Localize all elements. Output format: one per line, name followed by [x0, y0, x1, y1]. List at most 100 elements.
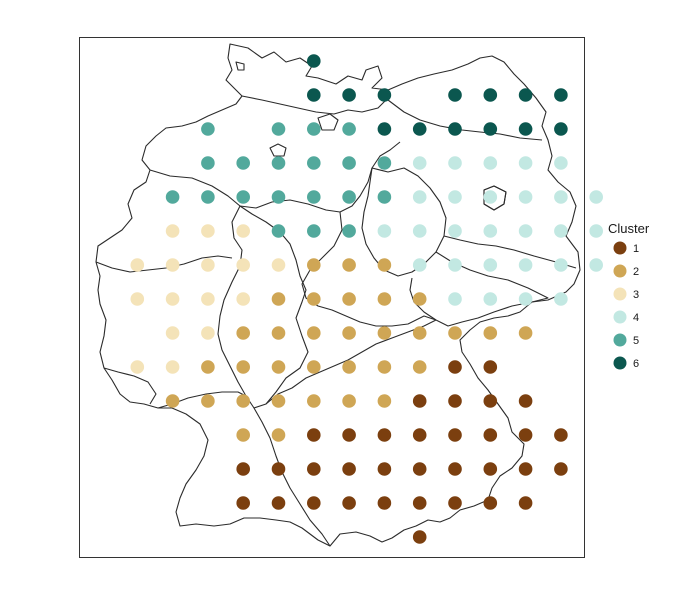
state-border	[387, 99, 543, 141]
cluster-point	[518, 224, 533, 238]
cluster-point	[554, 224, 568, 238]
legend-title: Cluster	[608, 221, 650, 236]
state-border	[217, 205, 309, 409]
cluster-point	[412, 360, 427, 374]
cluster-point	[271, 326, 286, 340]
island-outline	[235, 61, 245, 71]
cluster-point	[236, 394, 250, 408]
cluster-point	[412, 156, 427, 170]
cluster-point	[307, 360, 321, 374]
cluster-point	[307, 326, 321, 340]
cluster-point	[518, 88, 533, 102]
cluster-point	[412, 496, 427, 510]
cluster-point	[377, 258, 392, 272]
state-border	[317, 113, 339, 131]
cluster-point	[412, 428, 427, 442]
cluster-point	[518, 122, 533, 136]
cluster-point	[201, 122, 215, 136]
cluster-point	[377, 88, 392, 102]
cluster-point	[554, 156, 568, 170]
cluster-point	[271, 360, 286, 374]
cluster-point	[201, 258, 215, 272]
cluster-point	[201, 224, 215, 238]
cluster-point	[448, 394, 462, 408]
cluster-point	[448, 462, 462, 476]
cluster-point	[448, 360, 462, 374]
cluster-point	[307, 462, 321, 476]
cluster-point	[412, 190, 427, 204]
cluster-point	[201, 326, 215, 340]
cluster-point	[518, 462, 533, 476]
legend-key	[613, 333, 627, 347]
cluster-point	[554, 258, 568, 272]
cluster-point	[377, 326, 392, 340]
state-border	[443, 235, 577, 269]
cluster-point	[236, 496, 250, 510]
cluster-point	[377, 156, 392, 170]
legend: Cluster 1 2 3 4 5 6	[608, 221, 650, 370]
cluster-point	[307, 394, 321, 408]
cluster-point	[483, 88, 498, 102]
cluster-point	[165, 326, 180, 340]
cluster-point	[307, 156, 321, 170]
cluster-point	[518, 190, 533, 204]
cluster-point	[165, 360, 180, 374]
cluster-point	[518, 326, 533, 340]
cluster-point	[307, 190, 321, 204]
cluster-point	[165, 258, 180, 272]
cluster-point	[518, 496, 533, 510]
cluster-point	[448, 88, 462, 102]
cluster-point	[201, 190, 215, 204]
cluster-point	[342, 156, 356, 170]
cluster-point	[201, 156, 215, 170]
cluster-point	[518, 428, 533, 442]
cluster-point	[236, 190, 250, 204]
cluster-point	[448, 224, 462, 238]
cluster-point	[377, 428, 392, 442]
cluster-point	[201, 360, 215, 374]
cluster-point	[483, 258, 498, 272]
cluster-point	[448, 122, 462, 136]
cluster-point	[236, 326, 250, 340]
cluster-point	[412, 326, 427, 340]
cluster-point	[307, 292, 321, 306]
cluster-point	[377, 394, 392, 408]
cluster-point	[342, 190, 356, 204]
cluster-point	[307, 428, 321, 442]
cluster-point	[412, 462, 427, 476]
cluster-point	[342, 326, 356, 340]
cluster-point	[412, 292, 427, 306]
cluster-point	[589, 258, 603, 272]
cluster-point	[554, 428, 568, 442]
state-border	[301, 211, 437, 327]
cluster-point	[448, 258, 462, 272]
cluster-point	[271, 292, 286, 306]
cluster-point	[483, 496, 498, 510]
cluster-point	[271, 428, 286, 442]
cluster-point	[412, 122, 427, 136]
legend-label: 6	[633, 358, 639, 370]
cluster-point	[589, 190, 603, 204]
cluster-point	[377, 462, 392, 476]
map-panel-border	[79, 37, 585, 558]
cluster-point	[342, 394, 356, 408]
cluster-point	[307, 496, 321, 510]
cluster-point	[448, 190, 462, 204]
cluster-point	[271, 224, 286, 238]
cluster-point	[236, 462, 250, 476]
legend-key	[613, 264, 627, 278]
cluster-point	[342, 428, 356, 442]
state-border	[269, 143, 287, 157]
cluster-point	[412, 530, 427, 544]
cluster-point	[342, 224, 356, 238]
cluster-point	[377, 224, 392, 238]
cluster-point	[165, 224, 180, 238]
cluster-point	[554, 190, 568, 204]
cluster-point	[483, 360, 498, 374]
cluster-point	[271, 462, 286, 476]
cluster-point	[377, 292, 392, 306]
cluster-point	[236, 258, 250, 272]
cluster-point	[412, 224, 427, 238]
state-border	[409, 251, 549, 327]
